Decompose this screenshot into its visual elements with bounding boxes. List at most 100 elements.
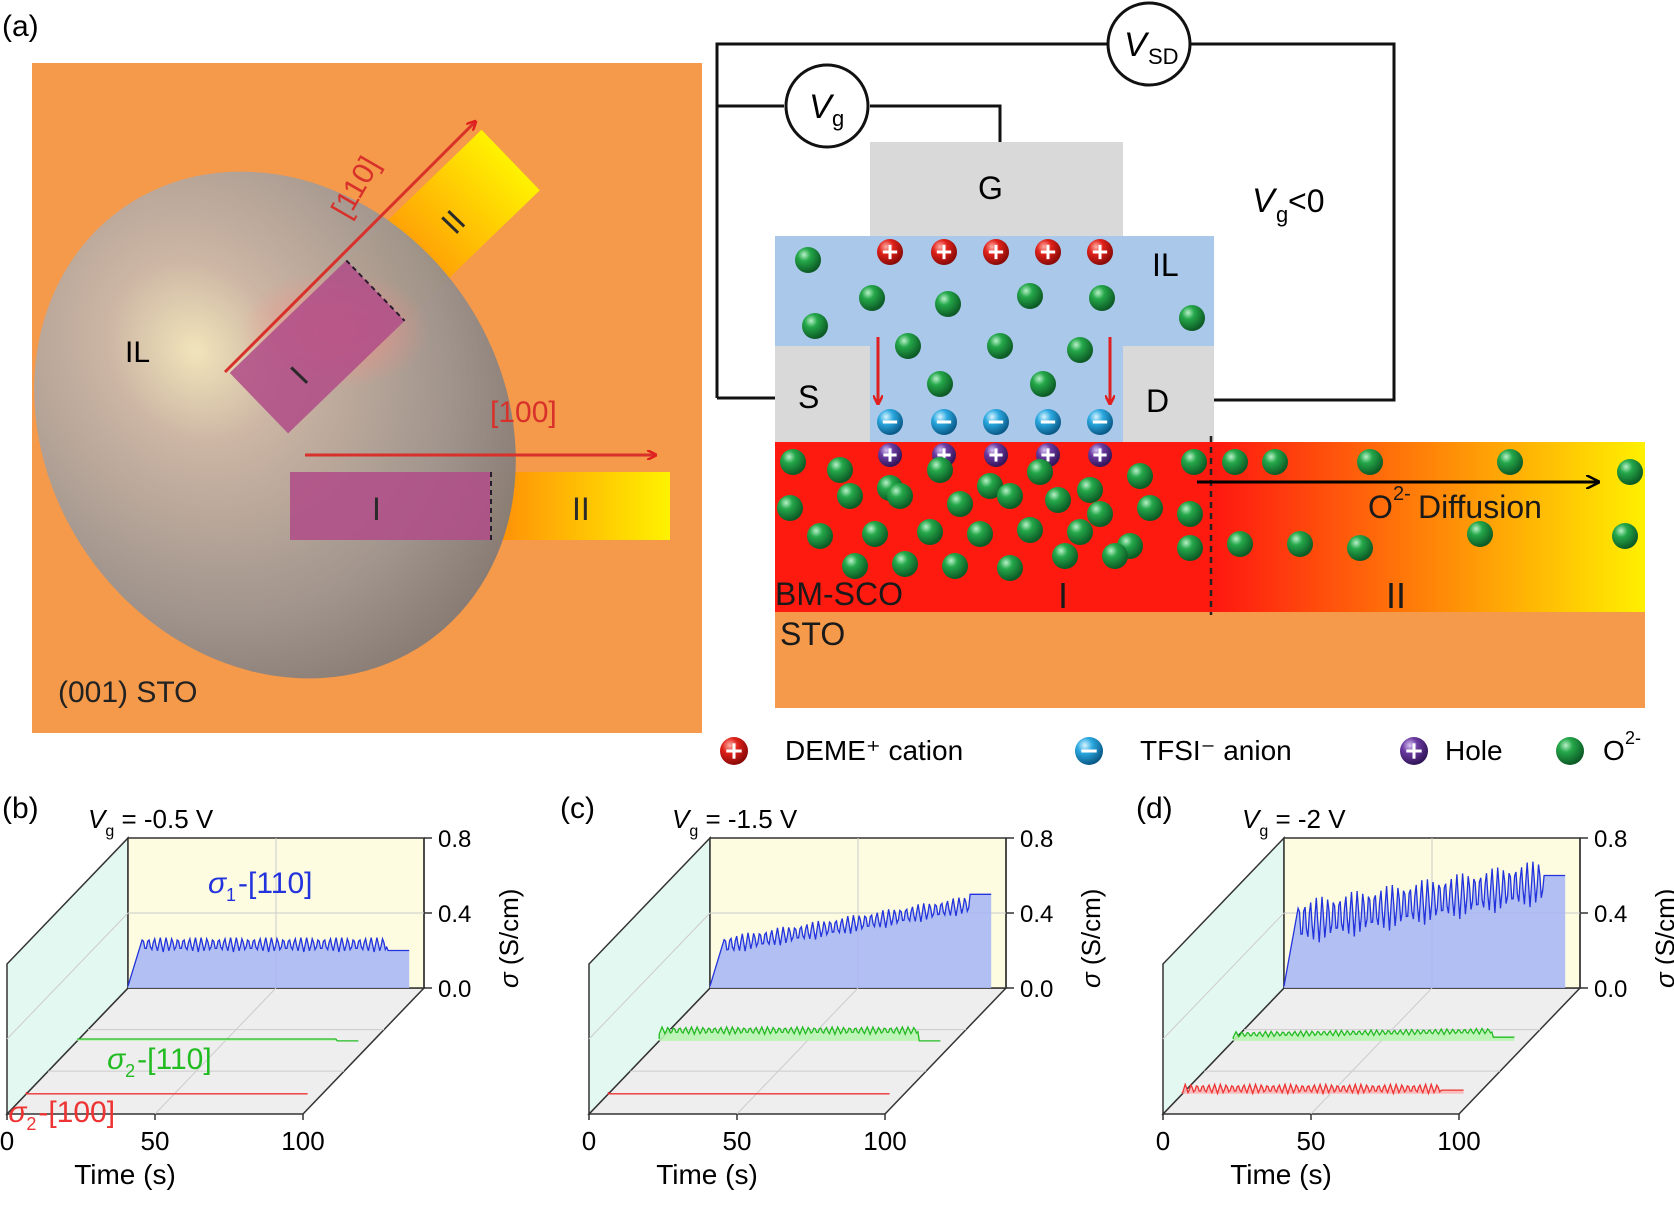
oxygen-ion-1 (859, 285, 885, 311)
y-tick-label: 0.0 (1594, 976, 1627, 1003)
gate-label: G (978, 170, 1003, 206)
y-tick-label: 0.4 (438, 901, 471, 928)
chart-3: 0.8 0.4 0.0 σ (S/cm) 0 50 100 Time (s) Vg = -2 V (1156, 804, 1674, 1190)
anion-2 (983, 409, 1009, 435)
series-2-line (658, 1025, 941, 1042)
legend-cation: DEME⁺ cation (785, 735, 963, 766)
panel-label-a: (a) (2, 10, 39, 43)
series-1-line (709, 893, 992, 987)
device-region-II: II (1386, 575, 1406, 616)
oxygen-ion-38 (967, 521, 993, 547)
oxygen-ion-36 (862, 521, 888, 547)
x-tick-label: 0 (1156, 1126, 1170, 1156)
oxygen-ion-10 (927, 371, 953, 397)
chart-title: Vg = -0.5 V (88, 804, 214, 840)
x-tick-label: 100 (1437, 1126, 1480, 1156)
oxygen-ion-4 (1089, 285, 1115, 311)
device-circuit (715, 42, 1396, 402)
chart-2: 0.8 0.4 0.0 σ (S/cm) 0 50 100 Time (s) Vg = -1.5… (582, 804, 1106, 1190)
oxygen-ion-24 (1497, 449, 1523, 475)
oxygen-ion-43 (1227, 531, 1253, 557)
oxygen-legend-icon (1556, 737, 1584, 765)
oxygen-ion-27 (837, 483, 863, 509)
strip-110-region-I (229, 259, 406, 434)
vsd-meter (1106, 1, 1192, 87)
oxygen-ion-52 (1052, 543, 1078, 569)
gate-electrode (870, 142, 1123, 236)
series-1-area (128, 937, 410, 988)
oxygen-ion-35 (807, 523, 833, 549)
oxygen-ion-23 (1357, 449, 1383, 475)
anion-legend-icon (1075, 737, 1103, 765)
vsd-sub: SD (1148, 44, 1179, 69)
oxygen-ion-5 (802, 313, 828, 339)
legend-anion: TFSI⁻ anion (1140, 735, 1292, 766)
series-3-line (1181, 1082, 1464, 1096)
oxygen-ion-22 (1262, 449, 1288, 475)
oxygen-ion-9 (1179, 305, 1205, 331)
oxygen-ion-20 (1181, 449, 1207, 475)
oxygen-ion-12 (780, 449, 806, 475)
oxygen-ion-40 (1067, 519, 1093, 545)
oxygen-ion-13 (827, 457, 853, 483)
source-label: S (798, 379, 819, 415)
oxygen-ion-32 (1087, 501, 1113, 527)
cation-2 (983, 239, 1009, 265)
y-tick-label: 0.4 (1594, 901, 1627, 928)
series-3-label-text: -[100] (38, 1096, 115, 1129)
film-label: BM-SCO (775, 576, 903, 612)
vg-meter (784, 63, 870, 149)
oxygen-ion-17 (1027, 459, 1053, 485)
oxygen-ion-34 (1177, 501, 1203, 527)
oxygen-ion-15 (927, 457, 953, 483)
anion-4 (1087, 409, 1113, 435)
drain-electrode (1123, 346, 1214, 442)
y-tick-label: 0.8 (438, 826, 471, 853)
anion-3 (1035, 409, 1061, 435)
cation-0 (877, 239, 903, 265)
cation-legend-icon (720, 737, 748, 765)
series-2-label-text: -[110] (137, 1043, 212, 1076)
hole-legend-icon (1400, 737, 1428, 765)
oxygen-ion-16 (977, 473, 1003, 499)
vg-label: V (809, 88, 835, 126)
oxygen-ion-7 (987, 333, 1013, 359)
panel-label-d: (d) (1136, 792, 1173, 825)
source-electrode (775, 346, 870, 442)
series-2-line (1232, 1027, 1515, 1039)
oxygen-ion-25 (1617, 459, 1643, 485)
substrate-label: (001) STO (58, 676, 198, 709)
x-tick-label: 50 (723, 1126, 752, 1156)
oxygen-ion-44 (1287, 531, 1313, 557)
oxygen-ion-6 (895, 333, 921, 359)
arrow-110 (223, 122, 475, 374)
oxygen-ion-28 (887, 483, 913, 509)
x-tick-label: 100 (863, 1126, 906, 1156)
oxygen-ion-39 (1017, 517, 1043, 543)
chart-title: Vg = -2 V (1242, 804, 1346, 840)
oxygen-ion-21 (1222, 449, 1248, 475)
oxygen-ion-37 (917, 519, 943, 545)
diffusion-label: O (1368, 489, 1393, 525)
hole-2 (984, 443, 1008, 467)
condition-v: V (1252, 182, 1278, 220)
x-axis-label: Time (s) (656, 1159, 758, 1190)
legend-oxygen-sup: 2- (1625, 728, 1641, 748)
schematic-il-label: IL (125, 336, 150, 369)
oxygen-ion-31 (1045, 487, 1071, 513)
oxygen-ion-46 (1467, 521, 1493, 547)
legend-oxygen: O (1603, 735, 1625, 766)
series-1-label-sym: σ (208, 867, 228, 900)
oxygen-ion-29 (947, 491, 973, 517)
strip-100-region-I (290, 472, 490, 540)
series-1-line (1283, 861, 1566, 987)
charts: σ 2 -[100]σ 2 -[110]σ 1 -[110]0.80.40.0 σ (S/cm… (0, 804, 1674, 1190)
y-axis-label: σ (S/cm) (1076, 889, 1106, 988)
series-2-label-sym: σ (107, 1043, 127, 1076)
series-2-label-sub: 2 (125, 1061, 135, 1081)
oxygen-ion-50 (942, 553, 968, 579)
x-tick-label: 0 (582, 1126, 596, 1156)
series-3-area (1182, 1084, 1464, 1094)
y-axis-label: σ (S/cm) (1650, 889, 1674, 988)
device-il-label: IL (1152, 247, 1179, 283)
